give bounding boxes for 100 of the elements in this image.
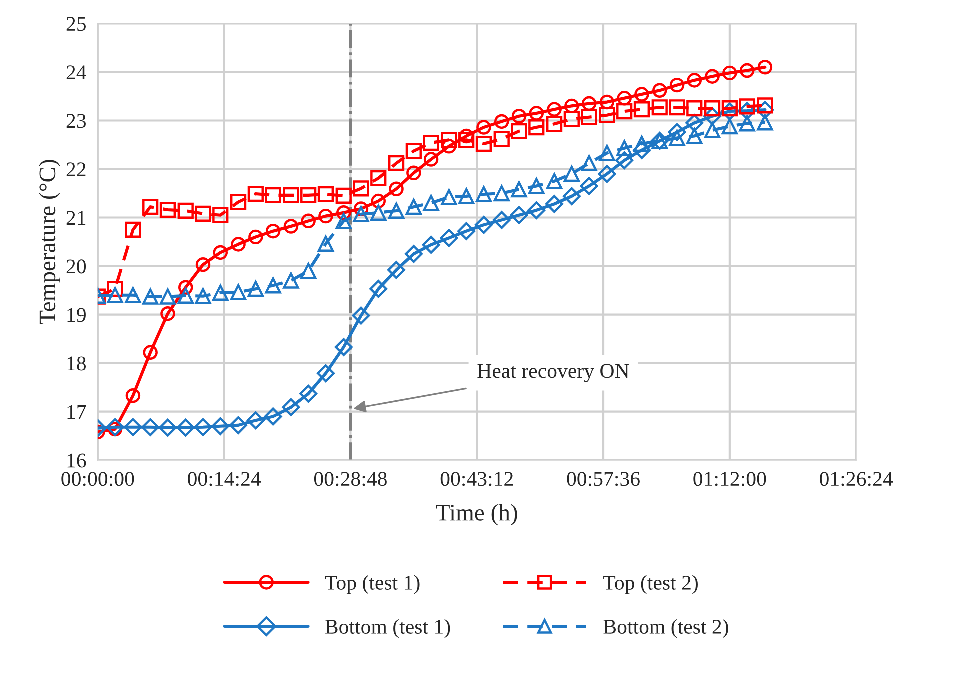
point	[178, 202, 194, 220]
point	[686, 128, 703, 144]
point	[318, 208, 334, 224]
point	[353, 206, 370, 222]
annotation: Heat recovery ON	[478, 364, 630, 382]
point	[230, 284, 247, 301]
point	[265, 187, 282, 204]
point	[370, 280, 388, 298]
point	[704, 122, 721, 138]
point	[106, 418, 124, 436]
point	[142, 199, 159, 216]
point	[546, 173, 563, 190]
point	[617, 91, 632, 106]
point	[264, 408, 282, 426]
point	[124, 418, 142, 436]
point	[389, 182, 404, 197]
point	[160, 202, 176, 218]
point	[494, 131, 510, 148]
point	[353, 180, 370, 197]
point	[213, 245, 228, 260]
point	[126, 388, 141, 404]
point	[564, 166, 580, 182]
point	[475, 216, 493, 234]
point	[441, 132, 458, 148]
point	[547, 102, 562, 117]
point	[178, 280, 194, 295]
point	[494, 114, 510, 130]
point	[704, 107, 722, 126]
point	[739, 116, 756, 132]
y-axis-title: Temperature (°C)	[39, 160, 60, 324]
point	[423, 195, 440, 212]
point	[388, 202, 405, 220]
point	[652, 83, 668, 98]
point	[442, 139, 457, 154]
point	[634, 87, 650, 102]
point	[246, 412, 265, 430]
point	[757, 98, 774, 114]
y-tick-label: 17	[68, 405, 86, 420]
point	[176, 418, 195, 437]
point	[284, 219, 299, 234]
legend-label: Bottom (test 2)	[604, 619, 728, 638]
x-tick-label: 01:12:00	[694, 472, 766, 486]
y-tick-label: 18	[68, 356, 86, 371]
point	[422, 236, 440, 254]
point	[528, 202, 546, 220]
point	[142, 288, 159, 305]
point	[758, 60, 773, 75]
y-tick-label: 24	[66, 66, 86, 80]
point	[528, 178, 545, 194]
point	[668, 123, 686, 142]
x-tick-label: 00:57:36	[567, 472, 640, 486]
point	[686, 114, 704, 132]
point	[370, 170, 387, 187]
point	[336, 206, 352, 220]
point	[740, 63, 755, 78]
point	[265, 278, 282, 294]
point	[317, 364, 335, 382]
y-tick-label: 16	[68, 454, 86, 468]
point	[318, 186, 334, 203]
point	[406, 199, 422, 216]
point	[686, 100, 703, 117]
point	[616, 152, 634, 170]
point	[283, 272, 300, 289]
point	[336, 188, 352, 204]
point	[562, 187, 581, 206]
y-tick-label: 19	[68, 308, 86, 322]
x-tick-label: 00:00:00	[62, 472, 134, 486]
point	[511, 123, 528, 140]
point	[212, 207, 229, 224]
point	[354, 202, 369, 216]
point	[406, 143, 422, 160]
point	[599, 145, 616, 162]
point	[598, 165, 616, 184]
y-tick-label: 22	[66, 162, 86, 176]
point	[704, 100, 721, 117]
x-tick-label: 00:28:48	[314, 472, 387, 486]
point	[178, 288, 194, 304]
legend-label: Top (test 1)	[325, 575, 420, 594]
point	[738, 102, 756, 120]
y-tick-label: 23	[66, 114, 86, 128]
point	[458, 222, 476, 240]
point	[142, 418, 160, 436]
point	[510, 206, 528, 224]
point	[528, 119, 545, 136]
x-tick-label: 00:14:24	[188, 472, 262, 486]
point	[388, 155, 405, 172]
point	[125, 222, 142, 238]
point	[580, 177, 598, 196]
point	[739, 98, 756, 115]
point	[669, 100, 686, 116]
point	[282, 398, 300, 416]
point	[546, 116, 563, 132]
point	[652, 100, 668, 116]
legend-label: Top (test 2)	[604, 575, 698, 594]
point	[633, 141, 651, 160]
point	[371, 194, 386, 209]
point	[300, 263, 317, 280]
point	[195, 206, 212, 222]
x-tick-label: 01:26:24	[820, 472, 894, 486]
point	[160, 306, 176, 322]
